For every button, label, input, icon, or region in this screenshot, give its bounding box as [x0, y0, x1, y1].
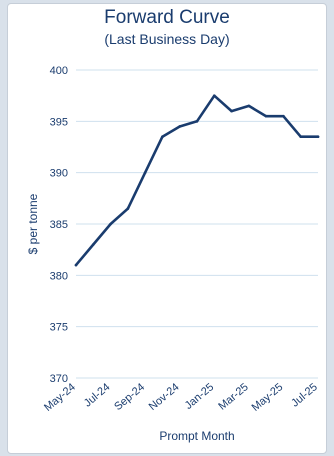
y-tick-label: 400 [50, 65, 68, 77]
x-tick-label: Mar-25 [216, 381, 250, 413]
data-point [195, 120, 199, 123]
x-tick-label: May-25 [250, 381, 286, 414]
x-axis-label: Prompt Month [159, 429, 234, 443]
y-tick-label: 395 [50, 116, 68, 128]
x-tick-label: May-24 [42, 381, 78, 414]
data-point [74, 263, 78, 267]
data-point [299, 135, 303, 139]
data-point [143, 171, 147, 174]
x-tick-label: Nov-24 [147, 381, 182, 413]
chart-subtitle: (Last Business Day) [104, 31, 230, 47]
y-tick-label: 390 [50, 168, 68, 180]
x-tick-label: Sep-24 [112, 381, 147, 413]
x-tick-label: Jul-25 [289, 381, 320, 409]
data-point [264, 114, 268, 118]
y-tick-label: 375 [50, 322, 68, 334]
x-tick-label: Jul-24 [82, 381, 113, 409]
data-point [109, 222, 112, 226]
y-axis-label: $ per tonne [26, 193, 40, 254]
data-point [282, 114, 285, 118]
data-point [212, 94, 216, 97]
x-tick-label: Jan-25 [183, 381, 216, 412]
data-point [247, 104, 251, 108]
chart-title: Forward Curve [104, 7, 230, 28]
data-point [126, 207, 130, 210]
y-tick-label: 385 [50, 219, 68, 231]
y-tick-label: 370 [50, 373, 68, 385]
data-point [230, 109, 233, 113]
data-point [161, 135, 164, 139]
data-point [178, 125, 182, 128]
chart-panel [7, 3, 327, 454]
data-point [91, 243, 95, 246]
data-point [316, 135, 320, 139]
y-tick-label: 380 [50, 270, 68, 282]
